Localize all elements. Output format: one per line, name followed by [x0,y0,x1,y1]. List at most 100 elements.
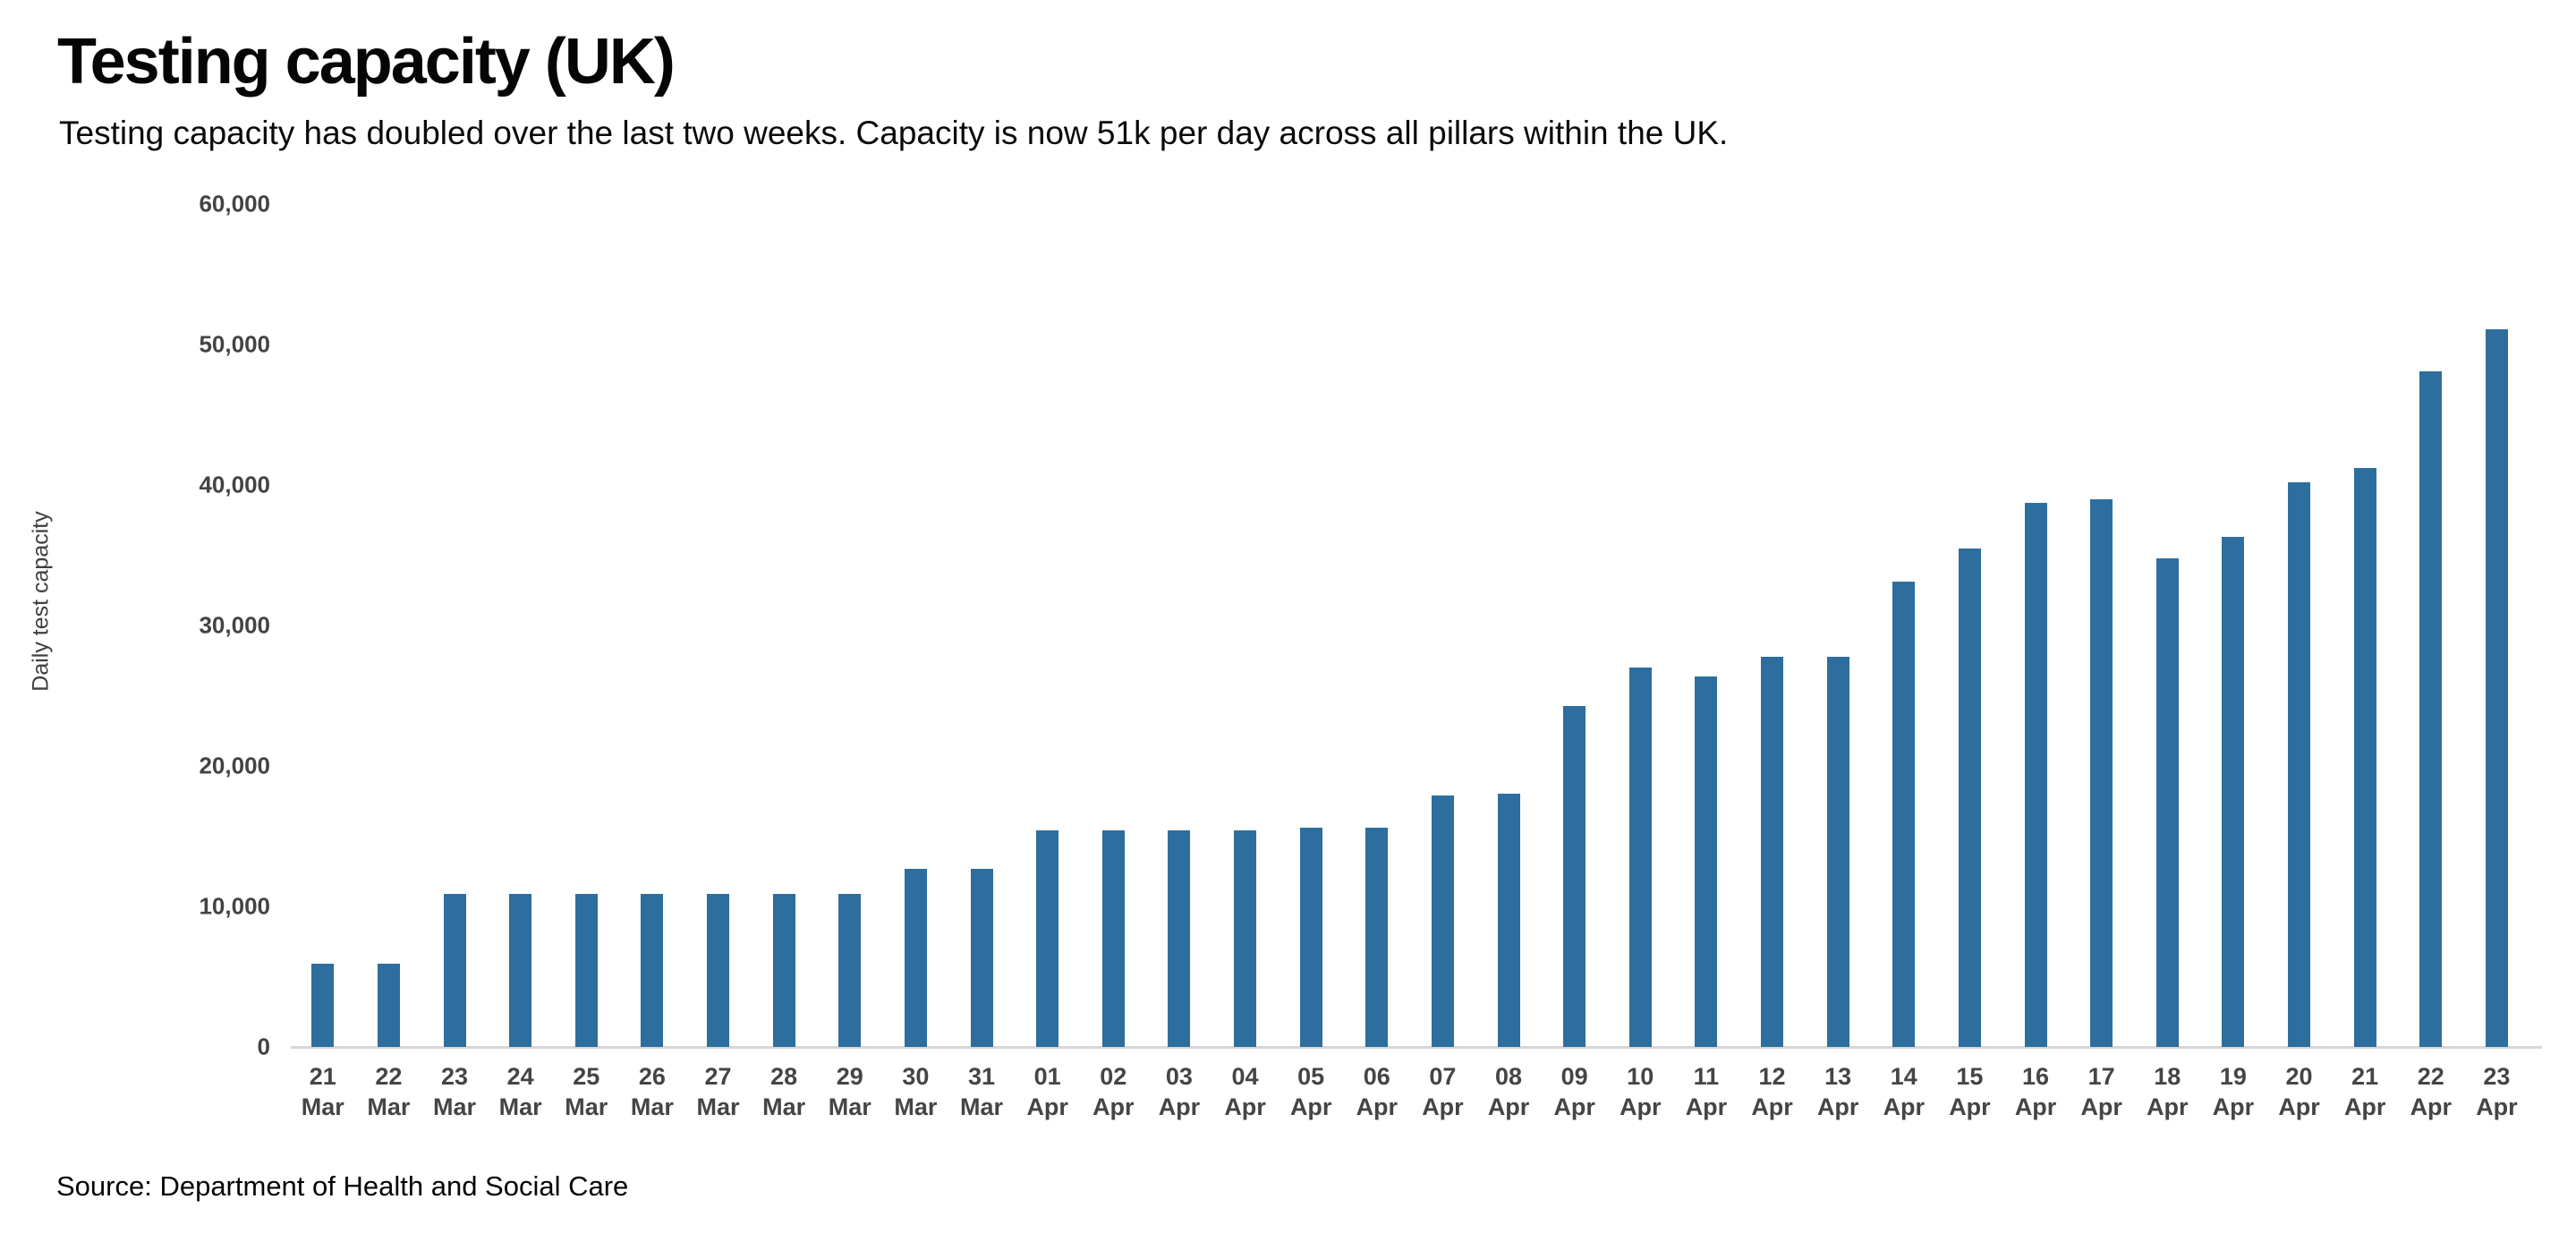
x-tick-day: 04 [1231,1063,1259,1090]
bar [1892,582,1916,1047]
x-tick-day: 07 [1429,1063,1457,1090]
x-tick-label: 20 Apr [2278,1061,2320,1122]
bar-slot: 03 Apr [1146,204,1212,1120]
bar [772,893,795,1047]
x-tick-label: 26 Mar [631,1061,674,1122]
x-tick-month: Mar [565,1093,608,1120]
x-tick-day: 16 [2022,1063,2050,1090]
x-tick-label: 07 Apr [1422,1061,1464,1122]
x-tick-day: 13 [1824,1063,1852,1090]
x-tick-month: Mar [367,1093,411,1120]
x-tick-day: 06 [1363,1063,1390,1090]
x-tick-day: 24 [506,1063,534,1090]
bar-slot: 21 Apr [2332,204,2398,1120]
bar [1431,795,1454,1047]
bar-slot: 30 Mar [883,204,949,1120]
x-tick-day: 02 [1100,1063,1127,1090]
bar-slot: 22 Mar [356,204,422,1120]
bar-slot: 09 Apr [1542,204,1608,1120]
x-tick-month: Mar [828,1093,871,1120]
bar-slot: 25 Mar [554,204,620,1120]
bar [1168,830,1191,1047]
x-tick-day: 14 [1890,1063,1917,1090]
x-tick-day: 17 [2087,1063,2115,1090]
x-tick-label: 04 Apr [1224,1061,1266,1122]
x-tick-day: 18 [2154,1063,2181,1090]
bar-slot: 01 Apr [1015,204,1081,1120]
x-tick-month: Apr [2410,1093,2453,1120]
x-tick-day: 26 [638,1063,666,1090]
bar-slot: 17 Apr [2069,204,2135,1120]
x-tick-month: Apr [1026,1093,1068,1120]
x-tick-month: Mar [301,1093,344,1120]
x-tick-label: 14 Apr [1883,1061,1926,1122]
x-tick-day: 28 [770,1063,798,1090]
x-tick-day: 23 [441,1063,469,1090]
bar [2024,503,2047,1047]
bar [641,893,664,1047]
x-tick-label: 11 Apr [1686,1061,1728,1122]
bar [377,964,400,1047]
bar [1036,830,1059,1047]
x-tick-day: 21 [309,1063,336,1090]
bar [2090,498,2113,1047]
x-tick-month: Apr [1422,1093,1464,1120]
x-tick-label: 24 Mar [499,1061,542,1122]
x-tick-label: 12 Apr [1751,1061,1793,1122]
bar-slot: 11 Apr [1673,204,1739,1120]
x-tick-day: 09 [1560,1063,1588,1090]
bar [2419,370,2443,1047]
bar [838,893,862,1047]
bar-slot: 31 Mar [948,204,1015,1120]
x-tick-month: Apr [2212,1093,2255,1120]
bar-slot: 08 Apr [1475,204,1542,1120]
y-tick-label: 10,000 [199,892,270,920]
x-tick-label: 27 Mar [697,1061,740,1122]
x-tick-day: 20 [2285,1063,2313,1090]
bar-slot: 27 Mar [685,204,752,1120]
x-tick-month: Apr [2147,1093,2189,1120]
x-tick-month: Apr [1158,1093,1201,1120]
bar [1826,656,1849,1047]
bar-slot: 14 Apr [1871,204,1937,1120]
x-tick-label: 15 Apr [1949,1061,1991,1122]
x-tick-label: 31 Mar [960,1061,1003,1122]
x-tick-month: Mar [630,1093,674,1120]
bar-slot: 29 Mar [817,204,883,1120]
y-tick-label: 0 [257,1033,270,1060]
source-attribution: Source: Department of Health and Social … [56,1170,629,1202]
bar-slot: 06 Apr [1344,204,1410,1120]
bar-slot: 16 Apr [2002,204,2069,1120]
x-tick-day: 30 [902,1063,930,1090]
bar-slot: 13 Apr [1805,204,1871,1120]
bar-slot: 26 Mar [619,204,685,1120]
bar-slot: 02 Apr [1081,204,1147,1120]
bar [1628,668,1652,1047]
x-tick-month: Apr [1949,1093,1991,1120]
x-tick-day: 05 [1297,1063,1325,1090]
x-tick-day: 19 [2219,1063,2247,1090]
x-tick-day: 08 [1495,1063,1523,1090]
x-tick-month: Apr [1620,1093,1662,1120]
x-tick-month: Apr [1553,1093,1595,1120]
x-tick-month: Apr [1289,1093,1332,1120]
x-tick-month: Apr [2080,1093,2122,1120]
bar-slot: 22 Apr [2398,204,2464,1120]
bar-slot: 10 Apr [1608,204,1674,1120]
y-tick-label: 30,000 [199,611,270,639]
x-tick-day: 25 [573,1063,600,1090]
x-tick-label: 17 Apr [2080,1061,2122,1122]
x-tick-month: Apr [1487,1093,1530,1120]
y-tick-label: 60,000 [199,190,270,217]
x-tick-label: 09 Apr [1553,1061,1595,1122]
page-title: Testing capacity (UK) [57,26,676,98]
bar-chart-plot-area: 21 Mar 22 Mar 23 Mar 24 Mar 25 Mar 26 Mar 27 Mar 28 Mar… [290,204,2529,1120]
bar [1695,676,1718,1047]
x-tick-label: 23 Mar [433,1061,476,1122]
bar [509,893,532,1047]
x-tick-month: Apr [1816,1093,1859,1120]
y-tick-label: 40,000 [199,471,270,498]
x-tick-month: Apr [1356,1093,1399,1120]
bar-slot: 24 Mar [488,204,554,1120]
x-tick-label: 28 Mar [762,1061,805,1122]
